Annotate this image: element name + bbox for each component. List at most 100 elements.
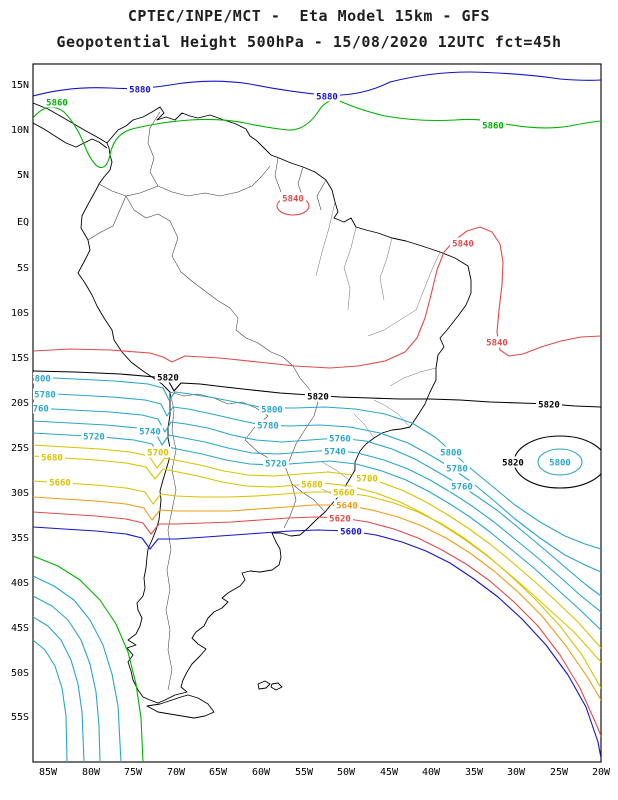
lon-tick-label: 80W <box>82 767 101 778</box>
contour-label-5620: 5620 <box>329 515 351 525</box>
lat-tick-label: EQ <box>17 217 29 228</box>
coastline-central-america <box>33 102 108 149</box>
contour-label-bg <box>299 478 325 490</box>
contour-label-5840: 5840 <box>282 195 304 205</box>
contour-line-5600 <box>33 526 601 759</box>
lat-tick-label: 50S <box>11 668 29 679</box>
contour-label-bg <box>500 456 526 468</box>
contour-label-bg <box>484 336 510 348</box>
contour-line-5840 <box>33 226 601 369</box>
lat-tick-label: 15N <box>11 80 29 91</box>
contour-label-bg <box>145 446 171 458</box>
contour-label-bg <box>127 83 153 95</box>
contour-label-5880: 5880 <box>316 93 338 103</box>
contour-label-5800: 5800 <box>440 449 462 459</box>
contour-label-bg <box>438 446 464 458</box>
contour-label-5840: 5840 <box>486 339 508 349</box>
contour-label-5820: 5820 <box>538 401 560 411</box>
lat-tick-label: 10S <box>11 308 29 319</box>
contour-label-bg <box>39 451 65 463</box>
contour-label-5800: 5800 <box>29 375 51 385</box>
contour-line-5500 <box>33 639 68 762</box>
lon-tick-label: 35W <box>465 767 484 778</box>
contour-label-bg <box>33 388 58 400</box>
contour-label-bg <box>255 419 281 431</box>
falkland-islands <box>257 680 283 691</box>
contour-label-bg <box>322 445 348 457</box>
chart-title-line2: Geopotential Height 500hPa - 15/08/2020 … <box>56 33 562 51</box>
contour-label-5820: 5820 <box>157 374 179 384</box>
contour-line-5580 <box>33 555 144 762</box>
contour-label-5680: 5680 <box>301 481 323 491</box>
contour-label-5700: 5700 <box>356 475 378 485</box>
latitude-axis: 15N 10N 5N EQ 5S 10S 15S 20S 25S 30S 35S 40S 45S 50S 5… <box>11 80 29 723</box>
contour-label-bg <box>450 237 476 249</box>
contour-label-bg <box>331 486 357 498</box>
lon-tick-label: 55W <box>295 767 314 778</box>
contour-label-5680: 5680 <box>41 454 63 464</box>
contour-label-bg <box>444 462 470 474</box>
contour-line-5620 <box>33 511 601 737</box>
contour-label-bg <box>33 372 53 384</box>
contour-label-bg <box>354 472 380 484</box>
contour-label-5660: 5660 <box>49 479 71 489</box>
coastline-tierra-del-fuego <box>146 694 215 719</box>
contour-label-bg <box>314 90 340 102</box>
lat-tick-label: 55S <box>11 712 29 723</box>
contour-line-5640 <box>33 496 601 701</box>
lon-tick-label: 30W <box>507 767 526 778</box>
contour-label-5840: 5840 <box>452 240 474 250</box>
contour-label-5800: 5800 <box>261 406 283 416</box>
lon-tick-label: 40W <box>422 767 441 778</box>
lat-tick-label: 15S <box>11 353 29 364</box>
longitude-axis: 85W 80W 75W 70W 65W 60W 55W 50W 45W 40W 35W 30W 25W 2… <box>39 767 611 778</box>
lon-tick-label: 50W <box>337 767 356 778</box>
contour-line-5520 <box>33 616 85 762</box>
lon-tick-label: 60W <box>252 767 271 778</box>
contour-label-5760: 5760 <box>451 483 473 493</box>
lat-tick-label: 35S <box>11 533 29 544</box>
lat-tick-label: 5N <box>17 170 29 181</box>
contour-label-5780: 5780 <box>34 391 56 401</box>
contour-label-5780: 5780 <box>257 422 279 432</box>
contour-label-5700: 5700 <box>147 449 169 459</box>
contour-label-bg <box>81 430 107 442</box>
lat-tick-label: 10N <box>11 125 29 136</box>
contour-label-bg <box>449 480 475 492</box>
contour-line-5820 <box>513 435 601 489</box>
contour-label-bg <box>137 425 163 437</box>
contour-label-5660: 5660 <box>333 489 355 499</box>
contour-label-bg <box>44 96 70 108</box>
country-borders <box>87 111 327 691</box>
contour-label-bg <box>259 403 285 415</box>
contour-label-bg <box>33 402 51 414</box>
contour-line-5760 <box>33 407 601 597</box>
contour-label-bg <box>480 119 506 131</box>
contour-label-5780: 5780 <box>446 465 468 475</box>
map-geography-layer <box>33 102 472 719</box>
contour-line-5700 <box>33 444 601 649</box>
contour-label-bg <box>280 192 306 204</box>
state-borders <box>309 201 441 498</box>
contour-label-bg <box>334 499 360 511</box>
contour-label-bg <box>547 456 573 468</box>
contour-label-5760: 5760 <box>27 405 49 415</box>
lat-tick-label: 5S <box>17 263 29 274</box>
lon-tick-label: 70W <box>167 767 186 778</box>
contour-label-bg <box>155 371 181 383</box>
chart-title-line1: CPTEC/INPE/MCT - Eta Model 15km - GFS <box>127 7 491 25</box>
contour-line-5800 <box>33 376 601 550</box>
contour-label-5760: 5760 <box>329 435 351 445</box>
lat-tick-label: 30S <box>11 488 29 499</box>
contour-label-5820: 5820 <box>502 459 524 469</box>
contour-label-layer: 5880 5880 5860 5860 5840 5840 5840 5820 5820 5820… <box>27 83 573 538</box>
contour-label-bg <box>327 512 353 524</box>
contour-line-5780 <box>33 392 601 573</box>
contour-line-5660 <box>33 480 601 689</box>
contour-label-5640: 5640 <box>336 502 358 512</box>
contour-label-5880: 5880 <box>129 86 151 96</box>
contour-label-5740: 5740 <box>139 428 161 438</box>
contour-line-5540 <box>33 595 101 762</box>
